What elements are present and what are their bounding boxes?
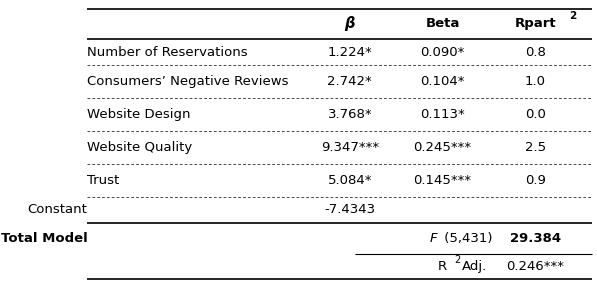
Text: 0.8: 0.8 (525, 46, 546, 58)
Text: 9.347***: 9.347*** (321, 141, 379, 154)
Text: 1.0: 1.0 (525, 75, 546, 88)
Text: Total Model: Total Model (1, 232, 87, 245)
Text: 0.113*: 0.113* (420, 108, 465, 121)
Text: Rpart: Rpart (515, 17, 556, 30)
Text: -7.4343: -7.4343 (324, 203, 376, 216)
Text: 2: 2 (569, 12, 576, 21)
Text: 2.742*: 2.742* (328, 75, 373, 88)
Text: β: β (344, 16, 355, 31)
Text: 0.090*: 0.090* (420, 46, 464, 58)
Text: F: F (430, 232, 437, 245)
Text: 1.224*: 1.224* (328, 46, 373, 58)
Text: Adj.: Adj. (462, 260, 487, 273)
Text: Website Design: Website Design (87, 108, 191, 121)
Text: 5.084*: 5.084* (328, 174, 372, 187)
Text: 29.384: 29.384 (510, 232, 561, 245)
Text: Website Quality: Website Quality (87, 141, 192, 154)
Text: Beta: Beta (425, 17, 460, 30)
Text: 0.246***: 0.246*** (506, 260, 564, 273)
Text: Consumers’ Negative Reviews: Consumers’ Negative Reviews (87, 75, 289, 88)
Text: 2: 2 (454, 255, 460, 265)
Text: 0.104*: 0.104* (420, 75, 465, 88)
Text: Number of Reservations: Number of Reservations (87, 46, 248, 58)
Text: Constant: Constant (27, 203, 87, 216)
Text: Trust: Trust (87, 174, 119, 187)
Text: 0.145***: 0.145*** (414, 174, 472, 187)
Text: 3.768*: 3.768* (328, 108, 372, 121)
Text: 0.245***: 0.245*** (414, 141, 472, 154)
Text: 2.5: 2.5 (525, 141, 546, 154)
Text: (5,431): (5,431) (440, 232, 493, 245)
Text: R: R (438, 260, 447, 273)
Text: 0.0: 0.0 (525, 108, 546, 121)
Text: 0.9: 0.9 (525, 174, 546, 187)
